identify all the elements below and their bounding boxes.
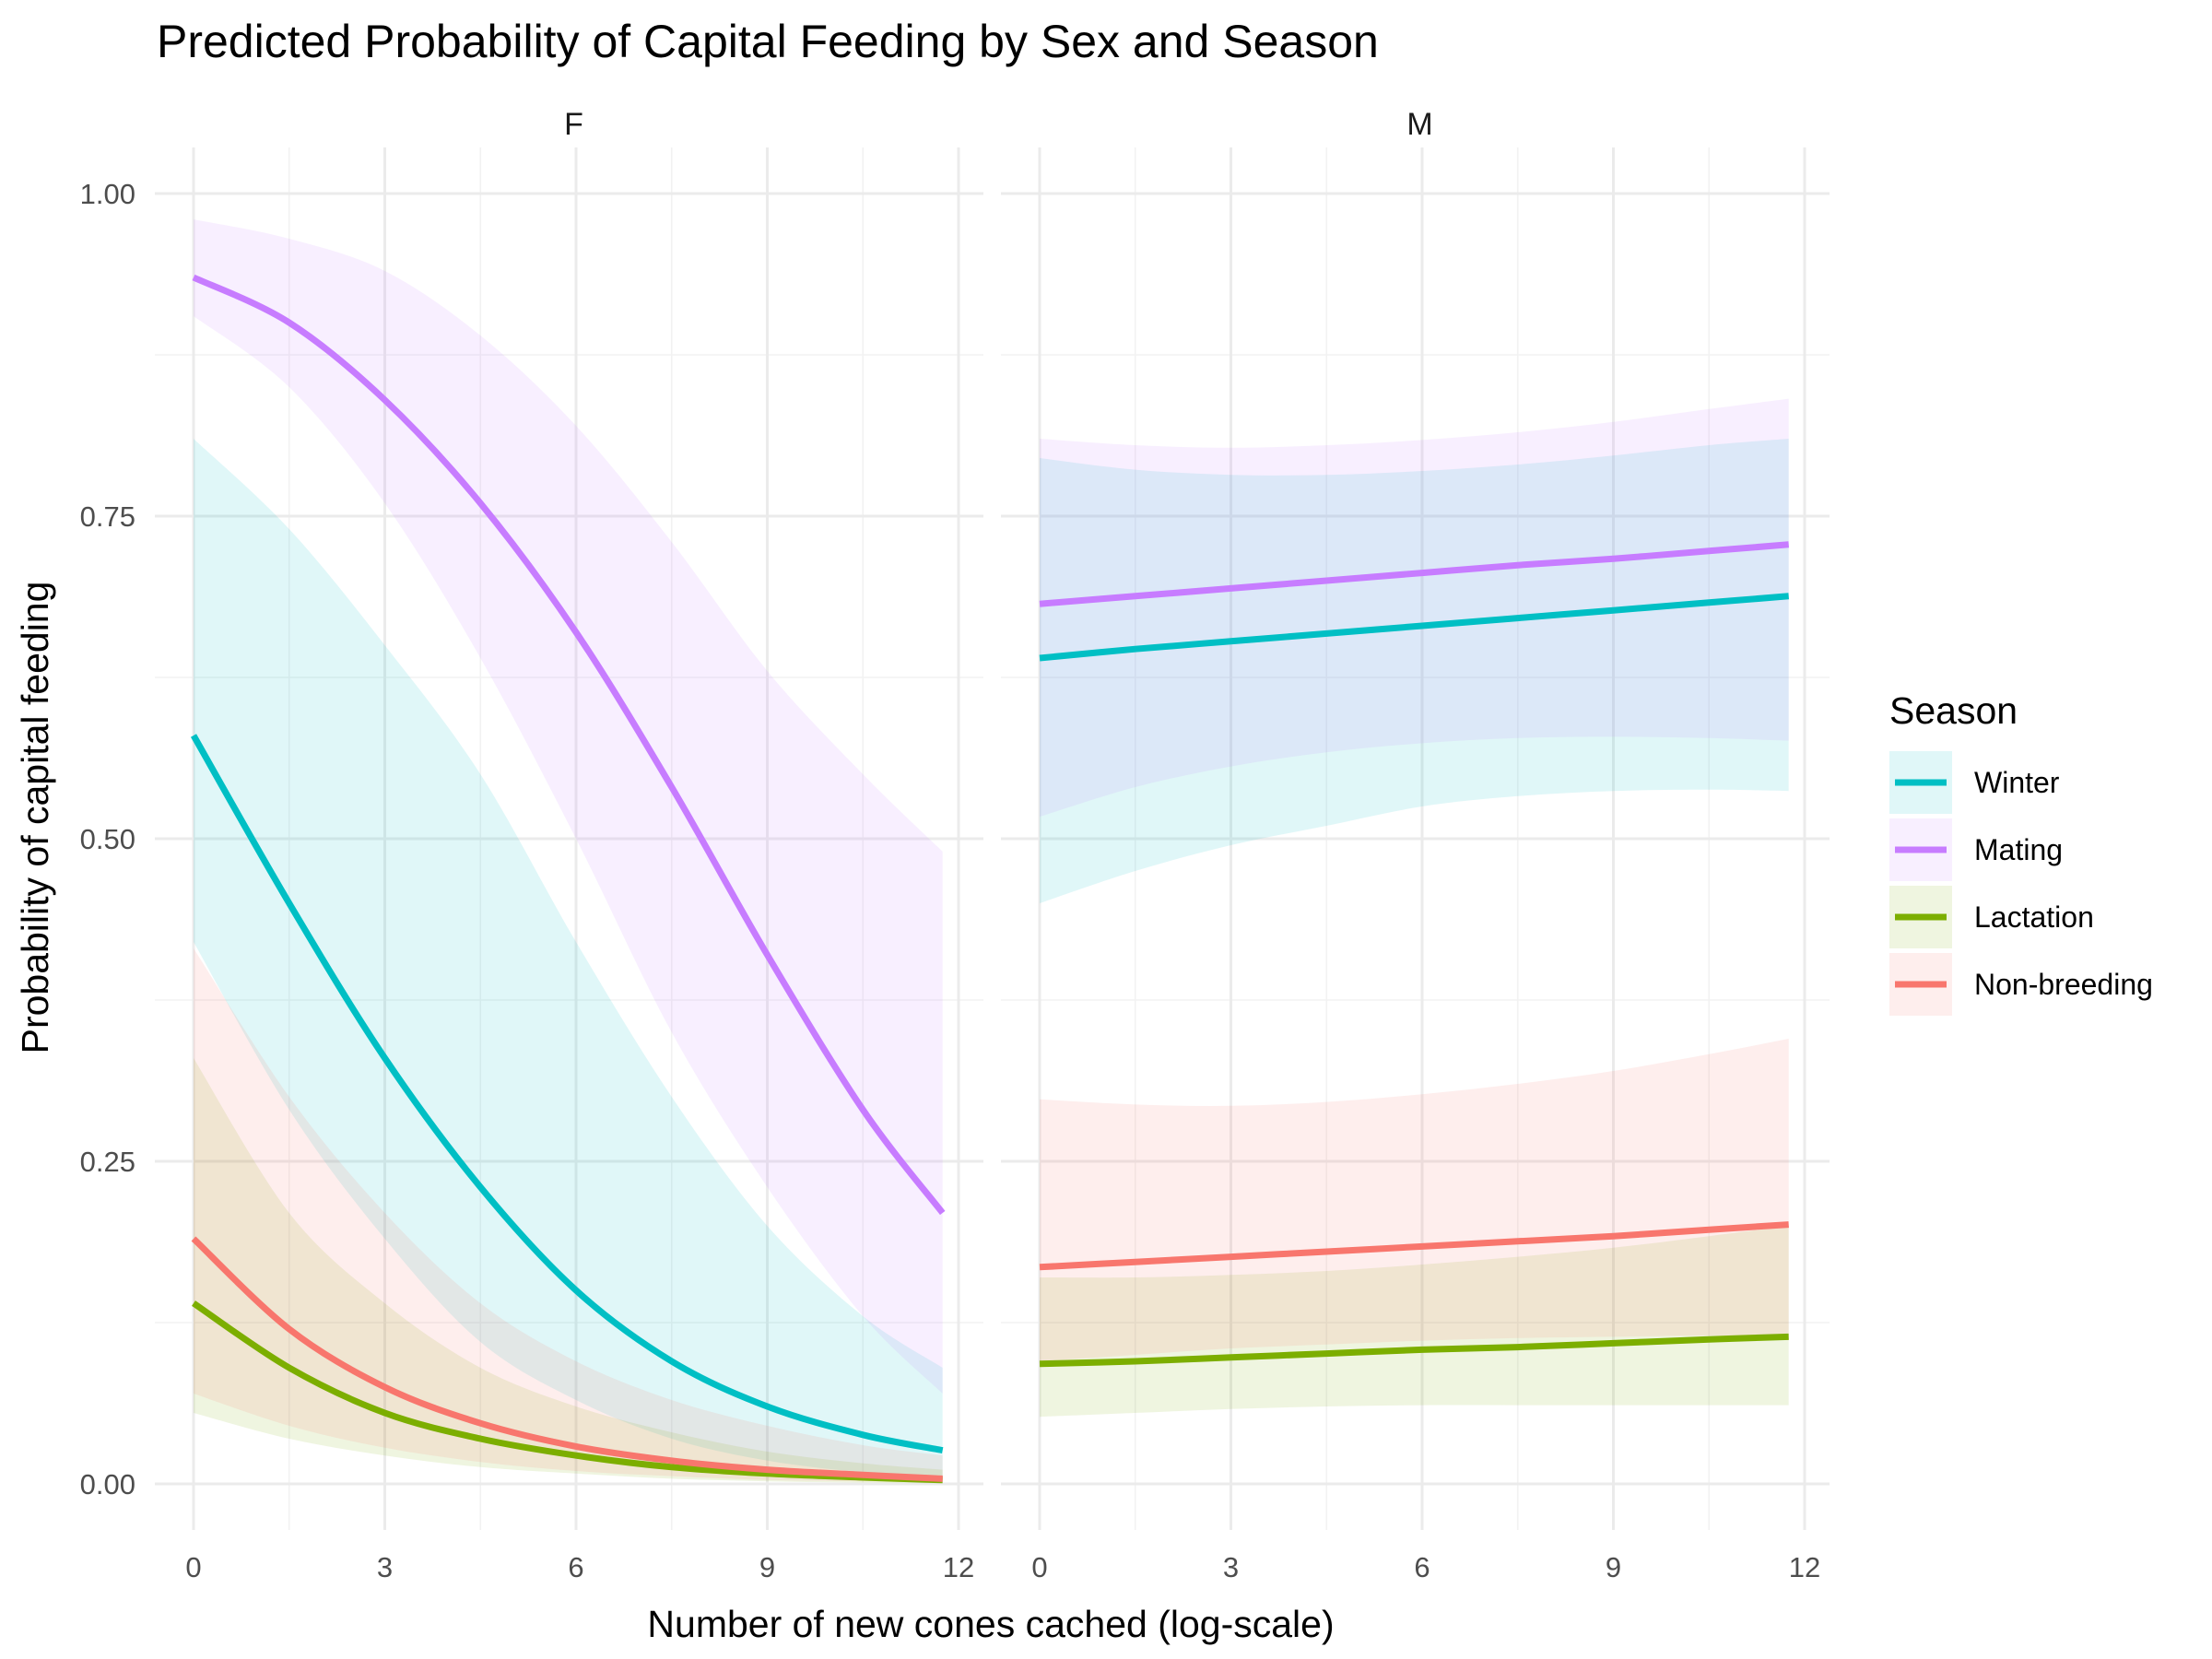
x-tick-label: 12 bbox=[943, 1551, 974, 1583]
band-m-non-breeding bbox=[1040, 1039, 1789, 1361]
panels: F 0 3 6 9 12 0.00 0.25 0.50 0.75 1.00 M 0 3 6 9 12 bbox=[80, 107, 1830, 1583]
y-axis-label: Probability of capital feeding bbox=[14, 582, 56, 1054]
band-m-mating bbox=[1040, 398, 1789, 818]
x-tick-label: 9 bbox=[1606, 1551, 1621, 1583]
legend-label: Mating bbox=[1974, 833, 2063, 866]
line-m-non-breeding bbox=[1039, 1221, 1789, 1271]
band-f-mating bbox=[194, 219, 943, 1394]
legend-item-non-breeding: Non-breeding bbox=[1889, 953, 2153, 1016]
x-tick-label: 0 bbox=[1031, 1551, 1047, 1583]
y-tick-label: 1.00 bbox=[80, 178, 135, 210]
band-f-lactation bbox=[194, 1058, 943, 1484]
chart-title: Predicted Probability of Capital Feeding… bbox=[157, 16, 1379, 67]
strip-label-m: M bbox=[1406, 107, 1432, 142]
band-m-lactation bbox=[1040, 1226, 1789, 1418]
legend-label: Lactation bbox=[1974, 900, 2094, 934]
line-m-mating bbox=[1039, 541, 1789, 607]
y-tick-label: 0.75 bbox=[80, 500, 135, 533]
y-tick-label: 0.25 bbox=[80, 1146, 135, 1178]
panel-f: F 0 3 6 9 12 0.00 0.25 0.50 0.75 1.00 bbox=[80, 107, 983, 1583]
legend-title: Season bbox=[1889, 689, 2018, 732]
line-f-winter bbox=[190, 734, 944, 1454]
x-tick-label: 6 bbox=[1414, 1551, 1430, 1583]
band-f-winter bbox=[194, 439, 943, 1477]
line-m-winter bbox=[1039, 593, 1789, 662]
band-m-winter bbox=[1040, 439, 1789, 903]
legend-label: Non-breeding bbox=[1974, 968, 2153, 1001]
line-m-lactation bbox=[1039, 1333, 1789, 1368]
legend-label: Winter bbox=[1974, 766, 2060, 799]
line-f-mating bbox=[192, 274, 946, 1216]
panel-m: M 0 3 6 9 12 bbox=[1001, 107, 1830, 1583]
legend: Season Winter Mating Lactation Non-breeding bbox=[1889, 689, 2153, 1016]
y-tick-label: 0.50 bbox=[80, 823, 135, 855]
band-f-non-breeding bbox=[194, 948, 943, 1483]
legend-item-winter: Winter bbox=[1889, 751, 2060, 814]
x-tick-label: 3 bbox=[1223, 1551, 1239, 1583]
x-tick-label: 9 bbox=[759, 1551, 775, 1583]
x-tick-label: 12 bbox=[1789, 1551, 1820, 1583]
legend-item-mating: Mating bbox=[1889, 818, 2063, 881]
x-axis-label: Number of new cones cached (log-scale) bbox=[647, 1603, 1334, 1645]
y-tick-label: 0.00 bbox=[80, 1468, 135, 1500]
x-tick-label: 3 bbox=[377, 1551, 393, 1583]
line-f-non-breeding bbox=[191, 1236, 943, 1482]
legend-item-lactation: Lactation bbox=[1889, 886, 2094, 948]
strip-label-f: F bbox=[564, 107, 583, 142]
x-tick-label: 6 bbox=[568, 1551, 583, 1583]
x-tick-label: 0 bbox=[185, 1551, 201, 1583]
